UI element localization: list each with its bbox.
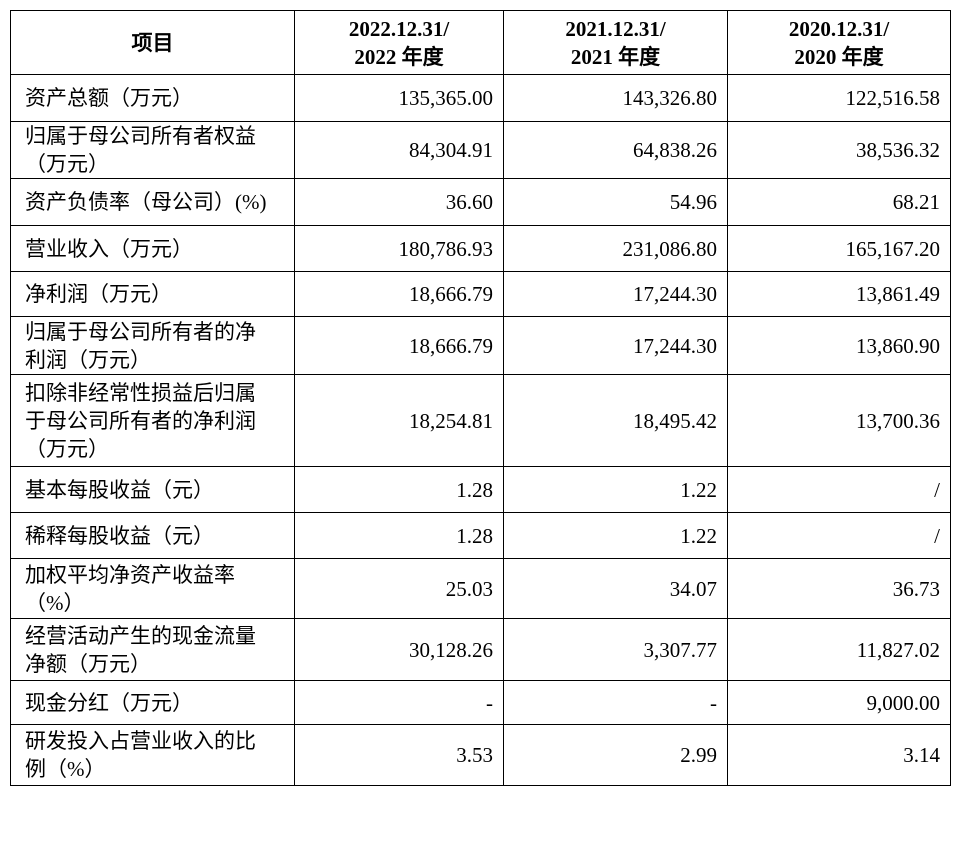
- table-row: 经营活动产生的现金流量 净额（万元） 30,128.26 3,307.77 11,827…: [10, 618, 951, 681]
- label-text: 扣除非经常性损益后归属: [25, 380, 256, 405]
- row-label: 净利润（万元）: [10, 271, 295, 317]
- label-text: （万元）: [25, 152, 109, 176]
- label-text: 现金分红（万元）: [25, 690, 193, 715]
- table-row: 资产总额（万元） 135,365.00 143,326.80 122,516.58: [10, 74, 951, 122]
- value-cell: 143,326.80: [503, 74, 728, 122]
- value-cell: 3.53: [294, 724, 504, 786]
- value-cell: 36.73: [727, 558, 951, 619]
- row-label: 归属于母公司所有者权益 （万元）: [10, 121, 295, 179]
- value-cell: 3.14: [727, 724, 951, 786]
- value-cell: 13,700.36: [727, 374, 951, 467]
- label-text: 归属于母公司所有者的净: [25, 319, 256, 344]
- row-label: 研发投入占营业收入的比 例（%）: [10, 724, 295, 786]
- table-row: 资产负债率（母公司）(%) 36.60 54.96 68.21: [10, 178, 951, 226]
- header-text: 2022.12.31/: [348, 16, 450, 41]
- row-label: 加权平均净资产收益率 （%）: [10, 558, 295, 619]
- value-cell: 36.60: [294, 178, 504, 226]
- row-label: 资产负债率（母公司）(%): [10, 178, 295, 226]
- header-row: 项目 2022.12.31/2022 年度 2021.12.31/2021 年度 20…: [10, 10, 951, 75]
- row-label: 营业收入（万元）: [10, 225, 295, 272]
- header-text: 2020.12.31/: [788, 16, 890, 41]
- row-label: 经营活动产生的现金流量 净额（万元）: [10, 618, 295, 681]
- header-cell: 2021.12.31/2021 年度: [503, 10, 728, 75]
- value-cell: 17,244.30: [503, 316, 728, 375]
- value-cell: 231,086.80: [503, 225, 728, 272]
- value-cell: 180,786.93: [294, 225, 504, 272]
- value-cell: 64,838.26: [503, 121, 728, 179]
- label-text: 加权平均净资产收益率: [25, 562, 235, 587]
- value-cell: 84,304.91: [294, 121, 504, 179]
- value-cell: 68.21: [727, 178, 951, 226]
- row-label: 现金分红（万元）: [10, 680, 295, 725]
- value-cell: 1.22: [503, 512, 728, 559]
- row-label: 资产总额（万元）: [10, 74, 295, 122]
- value-cell: 122,516.58: [727, 74, 951, 122]
- value-cell: 1.28: [294, 466, 504, 513]
- label-text: 营业收入（万元）: [25, 236, 193, 261]
- header-text: 2020 年度: [794, 44, 884, 69]
- table-row: 现金分红（万元） - -9,000.00: [10, 680, 951, 725]
- header-cell: 项目: [10, 10, 295, 75]
- value-cell: 11,827.02: [727, 618, 951, 681]
- table-row: 归属于母公司所有者的净 利润（万元） 18,666.79 17,244.30 13,86…: [10, 316, 951, 375]
- value-cell: 13,861.49: [727, 271, 951, 317]
- header-text: 项目: [131, 30, 174, 55]
- header-cell: 2022.12.31/2022 年度: [294, 10, 504, 75]
- label-text: 经营活动产生的现金流量: [25, 623, 256, 648]
- value-cell: /: [727, 512, 951, 559]
- value-cell: 38,536.32: [727, 121, 951, 179]
- label-text: 净额（万元）: [25, 651, 151, 676]
- label-text: 例（%）: [25, 757, 106, 781]
- value-cell: 3,307.77: [503, 618, 728, 681]
- value-cell: 1.22: [503, 466, 728, 513]
- table-row: 归属于母公司所有者权益 （万元） 84,304.91 64,838.26 38,536.…: [10, 121, 951, 179]
- value-cell: 135,365.00: [294, 74, 504, 122]
- label-text: （万元）: [25, 436, 109, 461]
- value-cell: 30,128.26: [294, 618, 504, 681]
- table-row: 加权平均净资产收益率 （%） 25.03 34.07 36.73: [10, 558, 951, 619]
- value-cell: 17,244.30: [503, 271, 728, 317]
- label-text: 于母公司所有者的净利润: [25, 408, 256, 433]
- value-cell: 18,666.79: [294, 316, 504, 375]
- label-text: （%）: [25, 590, 85, 615]
- table-row: 基本每股收益（元） 1.28 1.22/: [10, 466, 951, 513]
- label-text: 基本每股收益（元）: [25, 477, 214, 502]
- value-cell: -: [294, 680, 504, 725]
- header-text: 2021.12.31/: [565, 16, 666, 41]
- header-text: 2021 年度: [570, 44, 661, 69]
- header-text: 2022 年度: [354, 44, 444, 69]
- value-cell: 25.03: [294, 558, 504, 619]
- value-cell: 1.28: [294, 512, 504, 559]
- value-cell: 18,666.79: [294, 271, 504, 317]
- value-cell: 165,167.20: [727, 225, 951, 272]
- label-text: 归属于母公司所有者权益: [25, 124, 256, 148]
- label-text: 资产负债率（母公司）(%): [25, 190, 267, 214]
- table-row: 研发投入占营业收入的比 例（%） 3.53 2.99 3.14: [10, 724, 951, 786]
- table-row: 净利润（万元） 18,666.79 17,244.30 13,861.49: [10, 271, 951, 317]
- table-row: 扣除非经常性损益后归属 于母公司所有者的净利润 （万元） 18,254.81 18,49…: [10, 374, 951, 467]
- value-cell: 34.07: [503, 558, 728, 619]
- value-cell: /: [727, 466, 951, 513]
- header-cell: 2020.12.31/2020 年度: [727, 10, 951, 75]
- label-text: 资产总额（万元）: [25, 86, 193, 110]
- label-text: 利润（万元）: [25, 347, 151, 372]
- value-cell: 2.99: [503, 724, 728, 786]
- row-label: 扣除非经常性损益后归属 于母公司所有者的净利润 （万元）: [10, 374, 295, 467]
- table-row: 营业收入（万元） 180,786.93 231,086.80 165,167.20: [10, 225, 951, 272]
- value-cell: 18,495.42: [503, 374, 728, 467]
- table-row: 稀释每股收益（元） 1.28 1.22/: [10, 512, 951, 559]
- value-cell: 54.96: [503, 178, 728, 226]
- value-cell: 9,000.00: [727, 680, 951, 725]
- row-label: 归属于母公司所有者的净 利润（万元）: [10, 316, 295, 375]
- value-cell: 18,254.81: [294, 374, 504, 467]
- financial-table: 项目 2022.12.31/2022 年度 2021.12.31/2021 年度 20…: [10, 10, 951, 786]
- label-text: 稀释每股收益（元）: [25, 523, 214, 548]
- label-text: 研发投入占营业收入的比: [25, 729, 256, 753]
- table-body: 资产总额（万元） 135,365.00 143,326.80 122,516.58 归属…: [10, 74, 951, 786]
- value-cell: 13,860.90: [727, 316, 951, 375]
- row-label: 基本每股收益（元）: [10, 466, 295, 513]
- value-cell: -: [503, 680, 728, 725]
- row-label: 稀释每股收益（元）: [10, 512, 295, 559]
- label-text: 净利润（万元）: [25, 282, 172, 306]
